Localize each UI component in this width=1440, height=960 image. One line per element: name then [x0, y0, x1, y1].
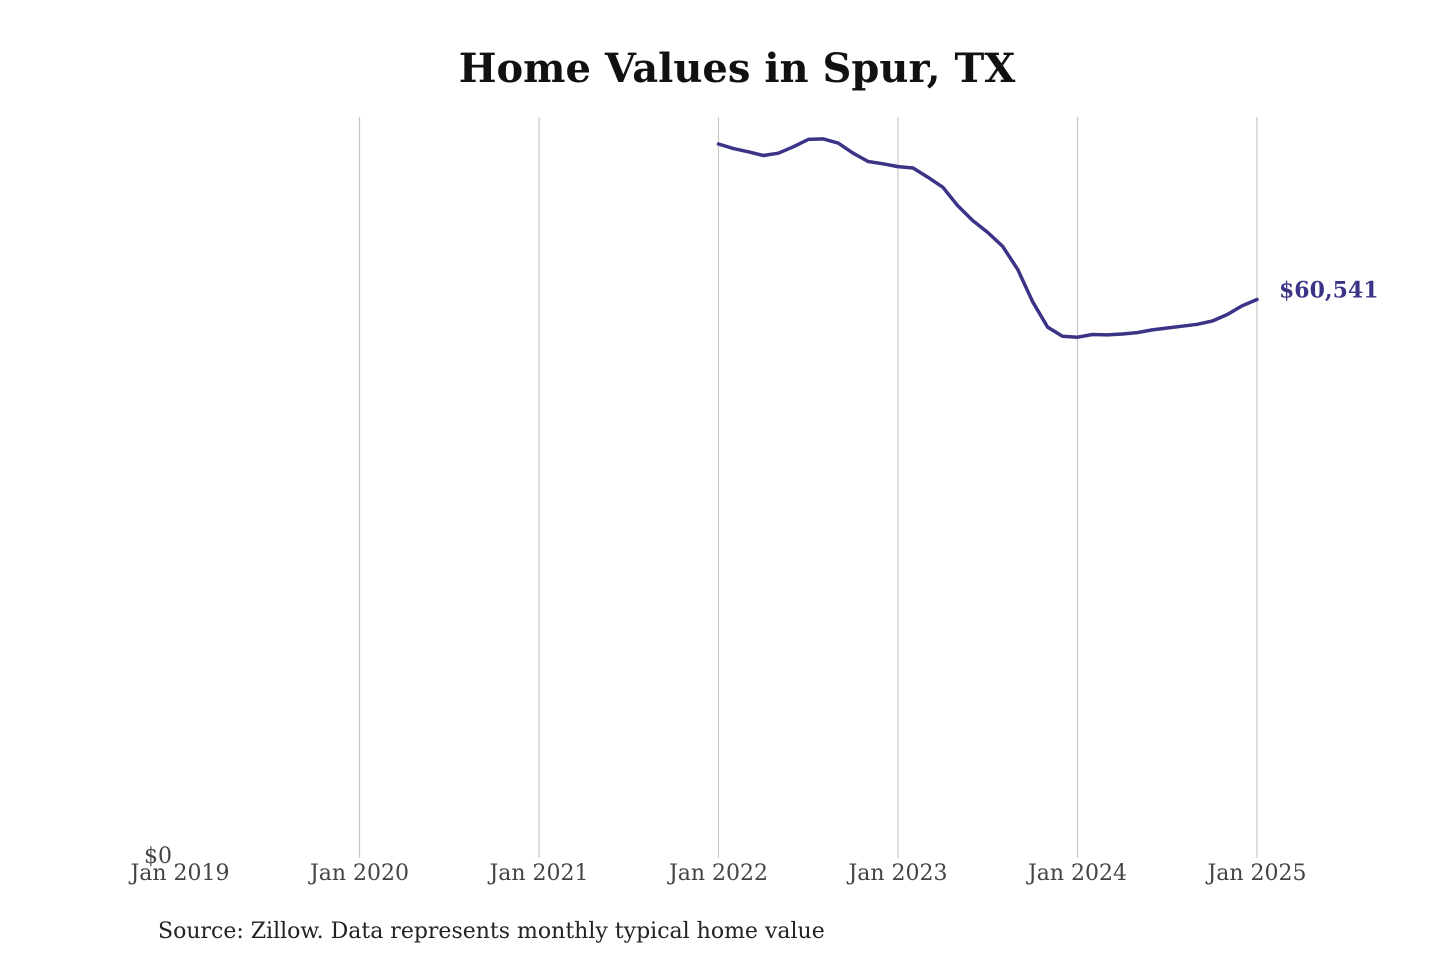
x-tick-label: Jan 2020 [308, 861, 409, 886]
x-axis-ticks: Jan 2019 Jan 2020 Jan 2021 Jan 2022 Jan 2023… [128, 861, 1306, 886]
y-tick-label: $0 [144, 844, 172, 869]
series-line [716, 137, 1259, 339]
x-tick-label: Jan 2024 [1026, 861, 1127, 886]
end-value-label: $60,541 [1279, 278, 1379, 304]
x-tick-label: Jan 2025 [1205, 861, 1306, 886]
x-tick-label: Jan 2022 [667, 861, 768, 886]
x-tick-label: Jan 2019 [128, 861, 229, 886]
gridlines [358, 117, 1258, 858]
chart-title: Home Values in Spur, TX [459, 45, 1016, 92]
source-note: Source: Zillow. Data represents monthly … [158, 919, 825, 944]
x-tick-label: Jan 2023 [846, 861, 947, 886]
x-tick-label: Jan 2021 [487, 861, 588, 886]
